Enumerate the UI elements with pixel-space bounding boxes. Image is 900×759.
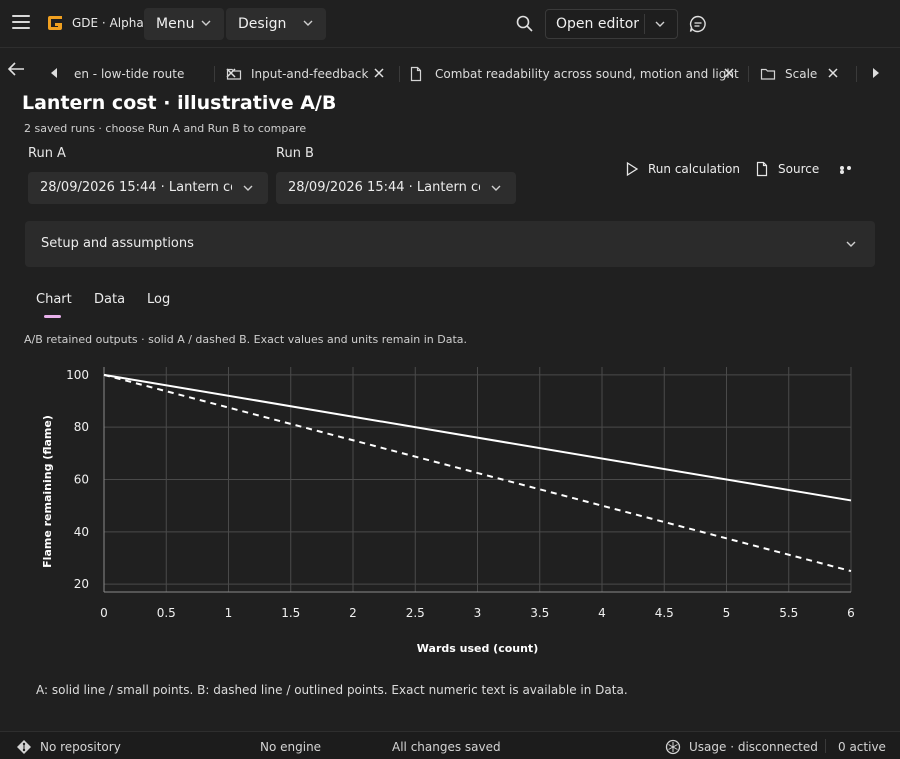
source-button[interactable]: Source bbox=[754, 158, 819, 180]
tab-data[interactable]: Data bbox=[94, 292, 126, 307]
setup-assumptions-panel[interactable]: Setup and assumptions bbox=[25, 221, 875, 267]
x-tick-label: 3.5 bbox=[530, 606, 549, 620]
tab-log[interactable]: Log bbox=[147, 292, 171, 307]
x-tick-label: 6 bbox=[847, 606, 855, 620]
tab-divider bbox=[748, 66, 749, 82]
more-options-icon[interactable] bbox=[840, 166, 860, 174]
y-axis-label: Flame remaining (flame) bbox=[41, 415, 54, 568]
x-tick-label: 1 bbox=[225, 606, 233, 620]
folder-icon bbox=[760, 68, 776, 80]
chart-caption: A/B retained outputs · solid A / dashed … bbox=[24, 333, 468, 346]
save-status: All changes saved bbox=[392, 740, 501, 754]
x-tick-label: 5.5 bbox=[779, 606, 798, 620]
tabs-scroll-left-icon[interactable] bbox=[50, 68, 58, 78]
run-calculation-label: Run calculation bbox=[648, 162, 740, 176]
y-tick-label: 40 bbox=[74, 525, 89, 539]
back-arrow-icon[interactable] bbox=[6, 60, 26, 78]
tab-divider bbox=[214, 66, 215, 82]
chat-icon[interactable] bbox=[688, 14, 708, 34]
design-button-label: Design bbox=[238, 16, 287, 32]
y-tick-label: 60 bbox=[74, 473, 89, 487]
active-count: 0 active bbox=[838, 740, 886, 754]
close-icon[interactable] bbox=[373, 67, 385, 79]
open-editor-button[interactable]: Open editor bbox=[545, 9, 678, 39]
git-icon bbox=[17, 740, 31, 754]
divider bbox=[825, 739, 826, 753]
x-tick-label: 3 bbox=[474, 606, 482, 620]
chevron-down-icon[interactable] bbox=[654, 18, 666, 30]
chevron-down-icon bbox=[846, 241, 856, 247]
tabs-scroll-right-icon[interactable] bbox=[872, 68, 880, 78]
close-icon[interactable] bbox=[723, 67, 735, 79]
tab-low-tide-route[interactable]: en - low-tide route bbox=[74, 60, 244, 88]
run-b-select[interactable]: 28/09/2026 15:44 · Lantern cost bbox=[276, 172, 516, 204]
setup-label: Setup and assumptions bbox=[41, 236, 194, 251]
document-icon bbox=[756, 161, 768, 177]
menu-button[interactable]: Menu bbox=[144, 8, 224, 40]
x-tick-label: 0.5 bbox=[157, 606, 176, 620]
search-icon[interactable] bbox=[515, 14, 535, 34]
x-tick-label: 2.5 bbox=[406, 606, 425, 620]
run-b-value: 28/09/2026 15:44 · Lantern cost bbox=[288, 180, 480, 195]
usage-status[interactable]: Usage · disconnected bbox=[689, 740, 818, 754]
app-logo-icon bbox=[48, 16, 62, 30]
x-tick-label: 4.5 bbox=[655, 606, 674, 620]
tab-input-and-feedback[interactable]: Input-and-feedback bbox=[226, 60, 402, 88]
y-tick-label: 80 bbox=[74, 420, 89, 434]
run-a-value: 28/09/2026 15:44 · Lantern cost bbox=[40, 180, 232, 195]
chevron-down-icon bbox=[491, 185, 501, 191]
divider bbox=[644, 14, 645, 34]
source-label: Source bbox=[778, 162, 820, 176]
open-editor-label: Open editor bbox=[556, 16, 640, 32]
run-calculation-button[interactable]: Run calculation bbox=[624, 158, 740, 180]
x-tick-label: 0 bbox=[100, 606, 108, 620]
tab-label: Combat readability across sound, motion … bbox=[435, 67, 739, 81]
hamburger-menu-icon[interactable] bbox=[12, 15, 30, 31]
run-a-label: Run A bbox=[28, 146, 66, 161]
series-line-b bbox=[103, 373, 852, 573]
document-icon bbox=[410, 66, 422, 82]
status-bar: No repository No engine All changes save… bbox=[0, 731, 900, 759]
tab-divider bbox=[856, 66, 857, 82]
x-tick-label: 4 bbox=[598, 606, 606, 620]
tab-divider bbox=[399, 66, 400, 82]
chevron-down-icon bbox=[303, 20, 313, 26]
tab-label: en - low-tide route bbox=[74, 67, 185, 81]
y-tick-label: 100 bbox=[66, 368, 89, 382]
active-tab-indicator bbox=[44, 315, 61, 318]
design-button[interactable]: Design bbox=[226, 8, 326, 40]
run-a-select[interactable]: 28/09/2026 15:44 · Lantern cost bbox=[28, 172, 268, 204]
series-line-a bbox=[103, 373, 852, 502]
legend-note: A: solid line / small points. B: dashed … bbox=[36, 683, 628, 697]
tab-label: Input-and-feedback bbox=[251, 67, 369, 81]
tab-chart[interactable]: Chart bbox=[36, 292, 72, 307]
top-bar: GDE · Alpha Menu Design Open editor bbox=[0, 0, 900, 48]
x-axis-label: Wards used (count) bbox=[417, 642, 538, 655]
tab-label: Scale bbox=[785, 67, 818, 81]
chevron-down-icon bbox=[243, 185, 253, 191]
x-tick-label: 5 bbox=[723, 606, 731, 620]
line-chart: 0 0.5 1 1.5 2 2.5 3 3.5 4 4.5 5 5.5 6 20 40 60 80 100 Ward… bbox=[41, 367, 855, 655]
app-title: GDE · Alpha bbox=[72, 16, 144, 30]
folder-icon bbox=[226, 68, 242, 80]
close-icon[interactable] bbox=[827, 67, 839, 79]
tab-scale[interactable]: Scale bbox=[760, 60, 850, 88]
y-tick-label: 20 bbox=[74, 577, 89, 591]
engine-status[interactable]: No engine bbox=[260, 740, 322, 754]
document-tabs: en - low-tide route Input-and-feedback C… bbox=[40, 60, 866, 88]
run-b-label: Run B bbox=[276, 146, 314, 161]
usage-icon bbox=[665, 739, 681, 755]
play-icon bbox=[626, 161, 639, 177]
page-subtitle: 2 saved runs · choose Run A and Run B to… bbox=[24, 122, 307, 135]
chevron-down-icon bbox=[201, 20, 211, 26]
page-title: Lantern cost · illustrative A/B bbox=[22, 92, 337, 114]
x-tick-label: 1.5 bbox=[281, 606, 300, 620]
x-tick-label: 2 bbox=[349, 606, 357, 620]
tab-combat-readability[interactable]: Combat readability across sound, motion … bbox=[410, 60, 750, 88]
repository-status[interactable]: No repository bbox=[40, 740, 121, 754]
menu-button-label: Menu bbox=[156, 16, 195, 32]
